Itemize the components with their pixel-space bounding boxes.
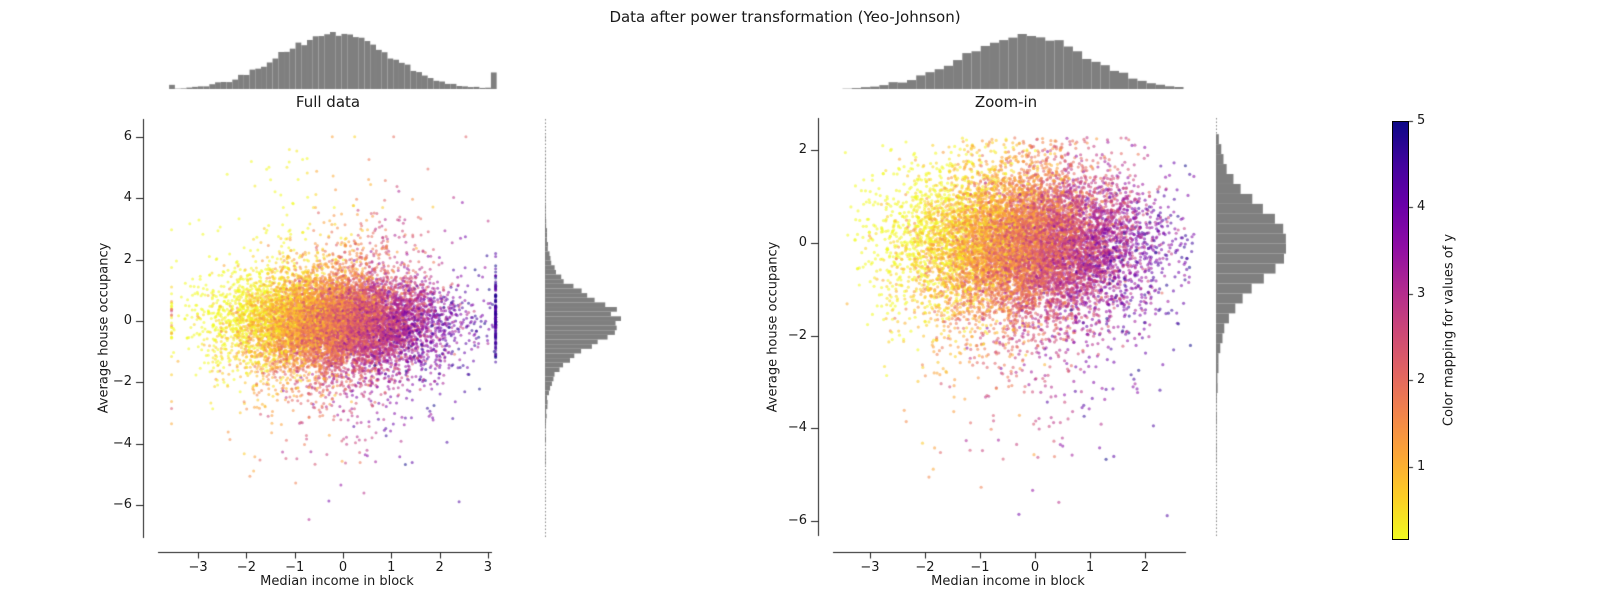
y-tick-label-full-data: −4 — [112, 435, 132, 451]
y-tick-label-full-data: 2 — [123, 251, 132, 267]
x-tick-label-zoom-in: −1 — [970, 560, 990, 575]
panel-title-full-data: Full data — [295, 93, 361, 111]
x-tick-label-full-data: 3 — [483, 560, 493, 575]
colorbar-tick-label: 5 — [1417, 113, 1426, 128]
figure-title: Data after power transformation (Yeo-Joh… — [609, 8, 961, 26]
colorbar-tick-label: 3 — [1417, 285, 1426, 301]
x-axis-label-full-data: Median income in block — [260, 574, 414, 589]
y-tick-label-zoom-in: −2 — [787, 327, 807, 343]
colorbar-tick-label: 2 — [1417, 372, 1426, 388]
y-tick-label-zoom-in: 0 — [798, 235, 807, 250]
x-axis-label-zoom-in: Median income in block — [931, 574, 1085, 589]
y-tick-label-full-data: 4 — [123, 190, 132, 206]
x-tick-label-zoom-in: 0 — [1030, 560, 1040, 575]
colorbar-tick-label: 4 — [1417, 199, 1426, 215]
y-tick-label-full-data: 6 — [123, 128, 132, 144]
x-tick-label-full-data: −3 — [188, 560, 208, 575]
x-tick-label-full-data: 1 — [387, 560, 396, 575]
y-tick-label-full-data: −2 — [112, 374, 132, 390]
panel-title-zoom-in: Zoom-in — [974, 93, 1038, 111]
colorbar-tick-label: 1 — [1417, 458, 1426, 474]
y-tick-label-full-data: −6 — [112, 497, 132, 513]
x-tick-label-zoom-in: −2 — [915, 560, 935, 575]
x-tick-label-full-data: 2 — [435, 560, 444, 575]
x-tick-label-zoom-in: 2 — [1140, 560, 1150, 575]
x-tick-label-full-data: 0 — [338, 560, 348, 575]
y-tick-label-full-data: 0 — [123, 313, 132, 328]
y-tick-label-zoom-in: 2 — [798, 142, 807, 158]
x-tick-label-full-data: −2 — [236, 560, 256, 575]
colorbar-gradient — [1392, 121, 1409, 540]
colorbar-label: Color mapping for values of y — [1441, 233, 1457, 427]
x-tick-label-full-data: −1 — [285, 560, 305, 575]
y-tick-label-zoom-in: −6 — [787, 512, 807, 528]
x-tick-label-zoom-in: −3 — [860, 560, 880, 575]
y-tick-label-zoom-in: −4 — [787, 420, 807, 436]
x-tick-label-zoom-in: 1 — [1085, 560, 1095, 575]
